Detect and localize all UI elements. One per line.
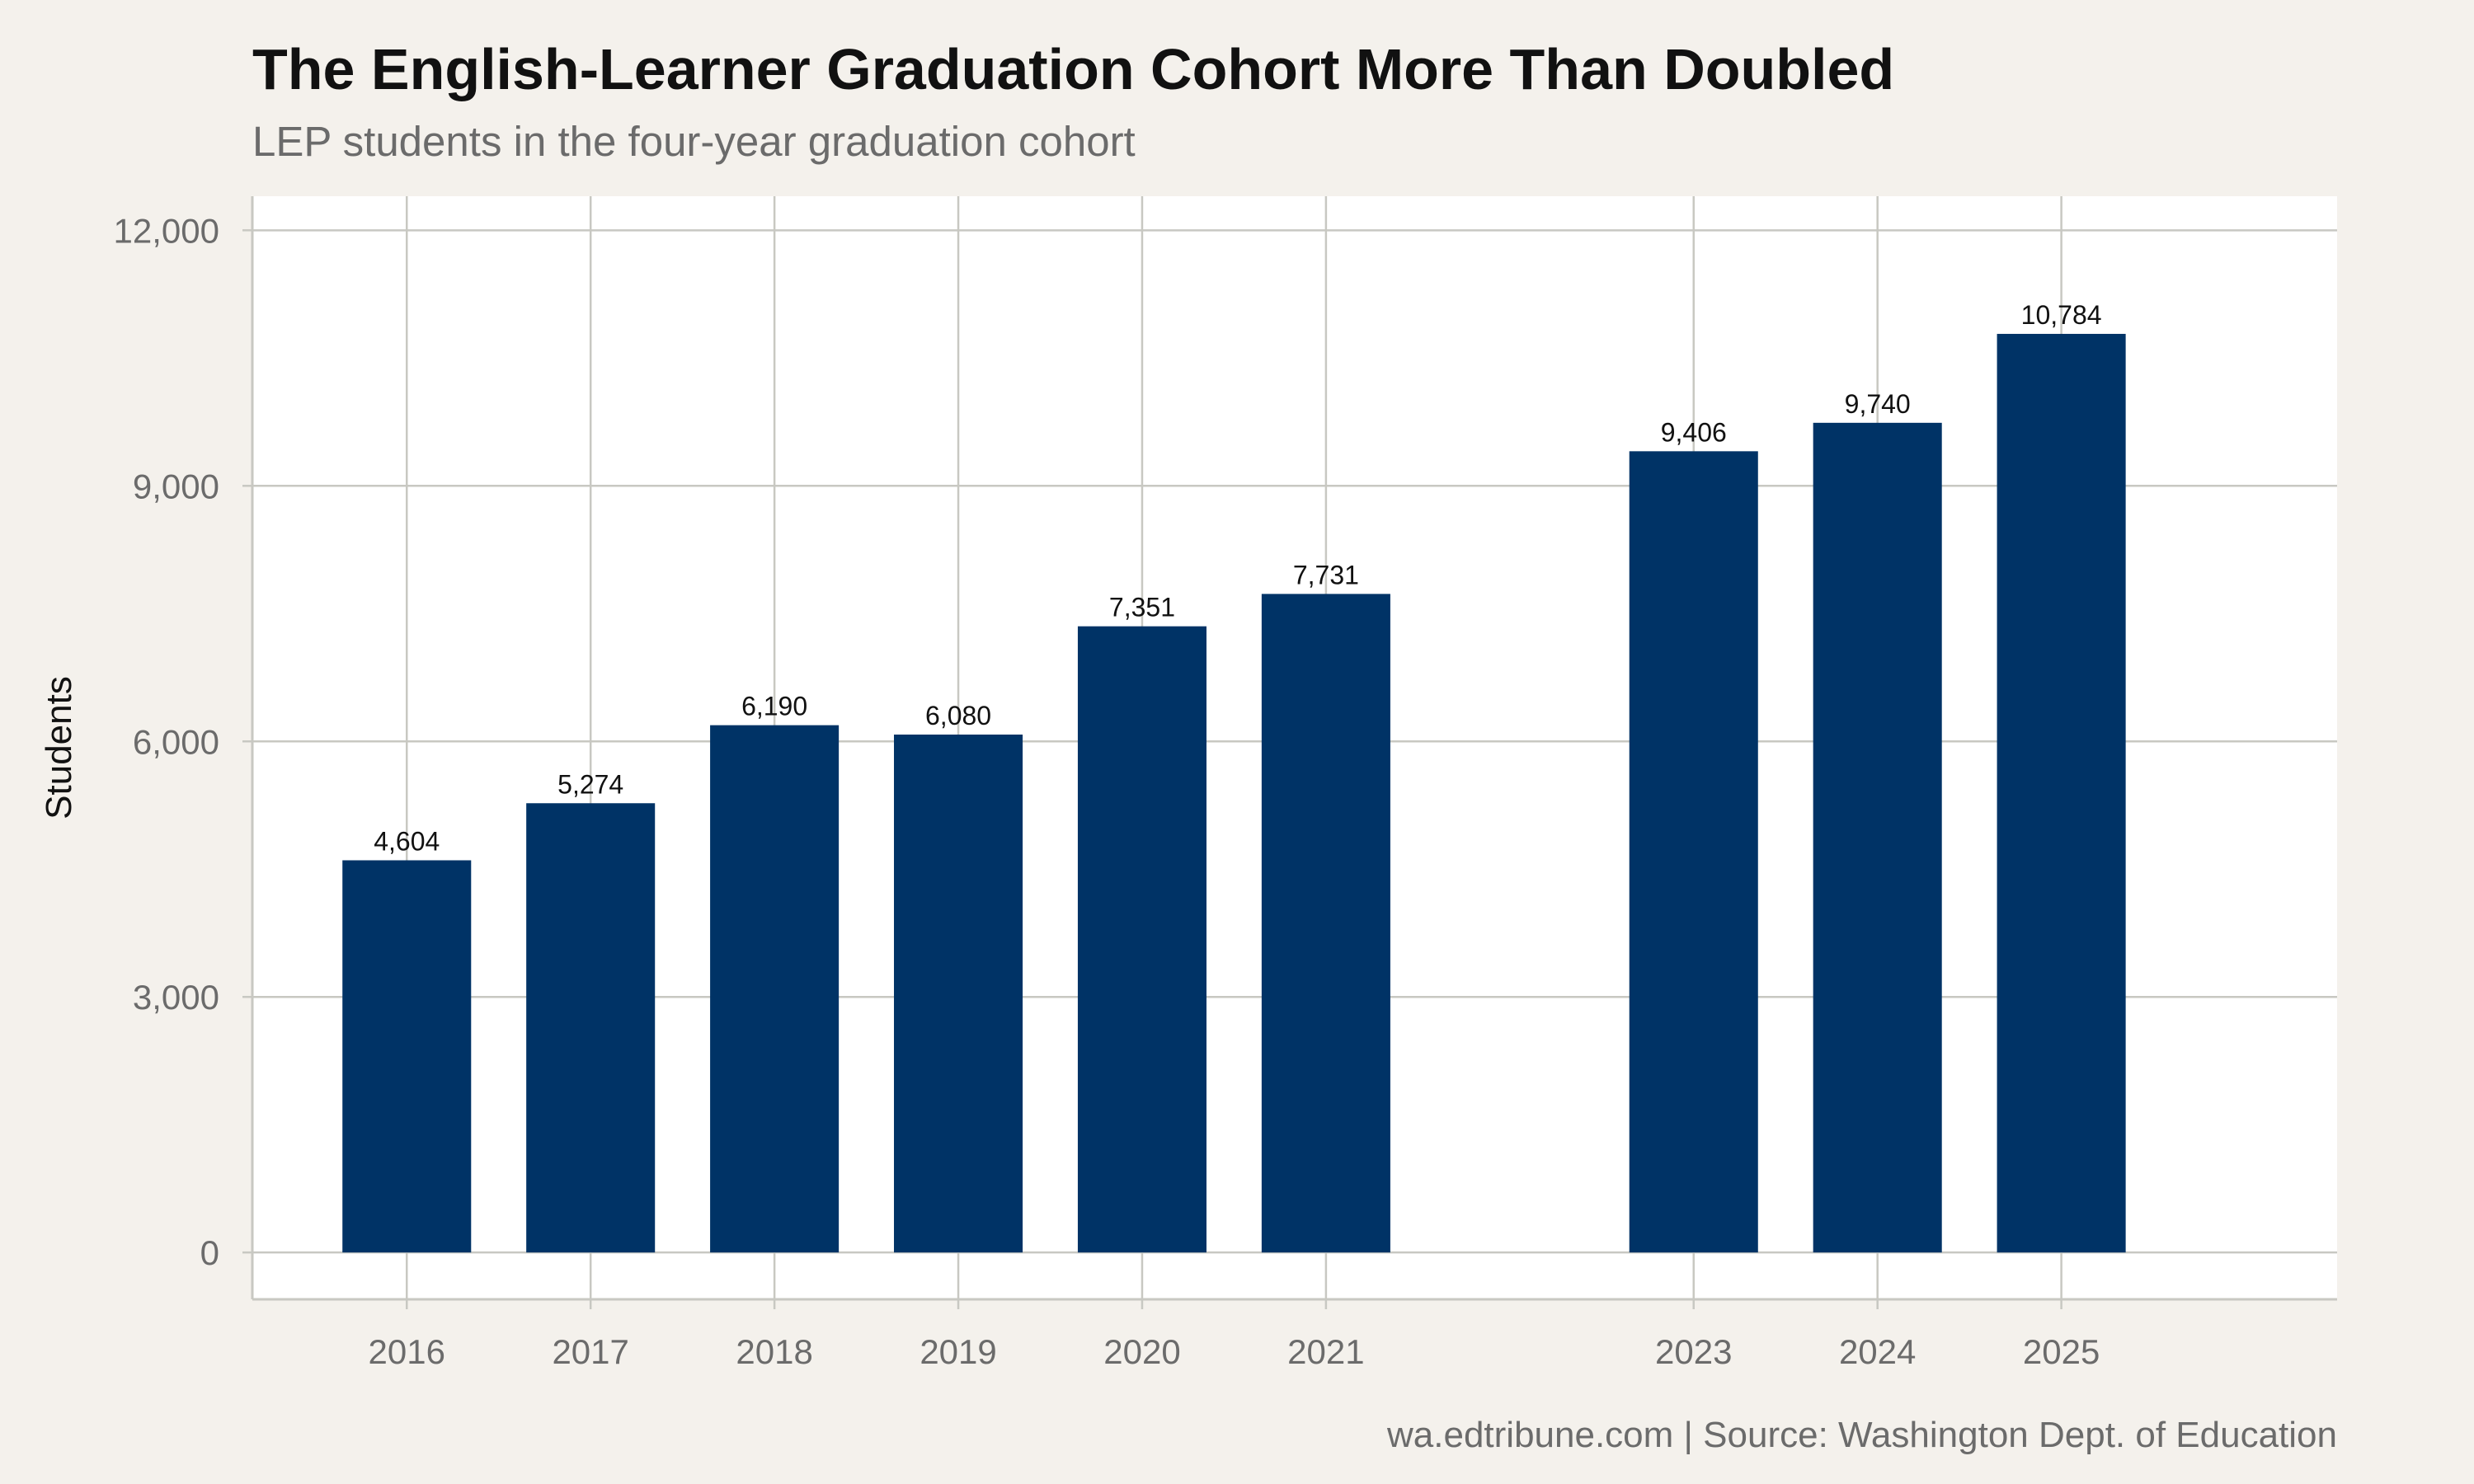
- bar-2021: [1261, 594, 1390, 1253]
- x-tick-label: 2016: [369, 1332, 445, 1371]
- data-label-2021: 7,731: [1293, 560, 1359, 589]
- bar-2018: [710, 725, 840, 1253]
- x-tick-label: 2021: [1287, 1332, 1364, 1371]
- bar-2023: [1629, 451, 1758, 1253]
- bar-2020: [1077, 626, 1206, 1253]
- x-tick-label: 2019: [920, 1332, 996, 1371]
- bar-2025: [1997, 333, 2126, 1253]
- y-tick-label: 3,000: [133, 978, 219, 1017]
- x-tick-label: 2020: [1103, 1332, 1180, 1371]
- axes: 0 3,000 6,000 9,000 12,000 2016 2017 2018 2019 20…: [114, 196, 2337, 1371]
- chart-subtitle: LEP students in the four-year graduation…: [252, 118, 1136, 165]
- data-label-2025: 10,784: [2021, 300, 2102, 330]
- y-tick-label: 12,000: [114, 211, 219, 250]
- data-label-2018: 6,190: [741, 692, 807, 721]
- data-label-2023: 9,406: [1661, 417, 1727, 447]
- bar-2024: [1813, 422, 1942, 1253]
- data-label-2024: 9,740: [1845, 389, 1911, 419]
- bar-2016: [342, 860, 472, 1253]
- data-label-2017: 5,274: [557, 769, 623, 799]
- y-tick-label: 6,000: [133, 722, 219, 761]
- x-tick-label: 2018: [736, 1332, 812, 1371]
- x-tick-label: 2023: [1655, 1332, 1732, 1371]
- data-label-2016: 4,604: [374, 826, 440, 856]
- data-label-2019: 6,080: [925, 701, 991, 730]
- x-tick-label: 2025: [2023, 1332, 2100, 1371]
- data-label-2020: 7,351: [1109, 593, 1175, 622]
- y-axis-title: Students: [39, 676, 79, 819]
- data-labels: 4,604 5,274 6,190 6,080 7,351 7,731 9,406 9,740…: [374, 300, 2101, 857]
- y-tick-label: 0: [200, 1233, 219, 1272]
- bar-2019: [894, 734, 1023, 1253]
- x-tick-label: 2024: [1839, 1332, 1916, 1371]
- chart-caption: wa.edtribune.com | Source: Washington De…: [1387, 1415, 2337, 1455]
- y-tick-label: 9,000: [133, 467, 219, 505]
- chart-title: The English-Learner Graduation Cohort Mo…: [252, 37, 1895, 101]
- bars: [342, 333, 2126, 1253]
- bar-2017: [526, 803, 656, 1253]
- x-tick-label: 2017: [552, 1332, 628, 1371]
